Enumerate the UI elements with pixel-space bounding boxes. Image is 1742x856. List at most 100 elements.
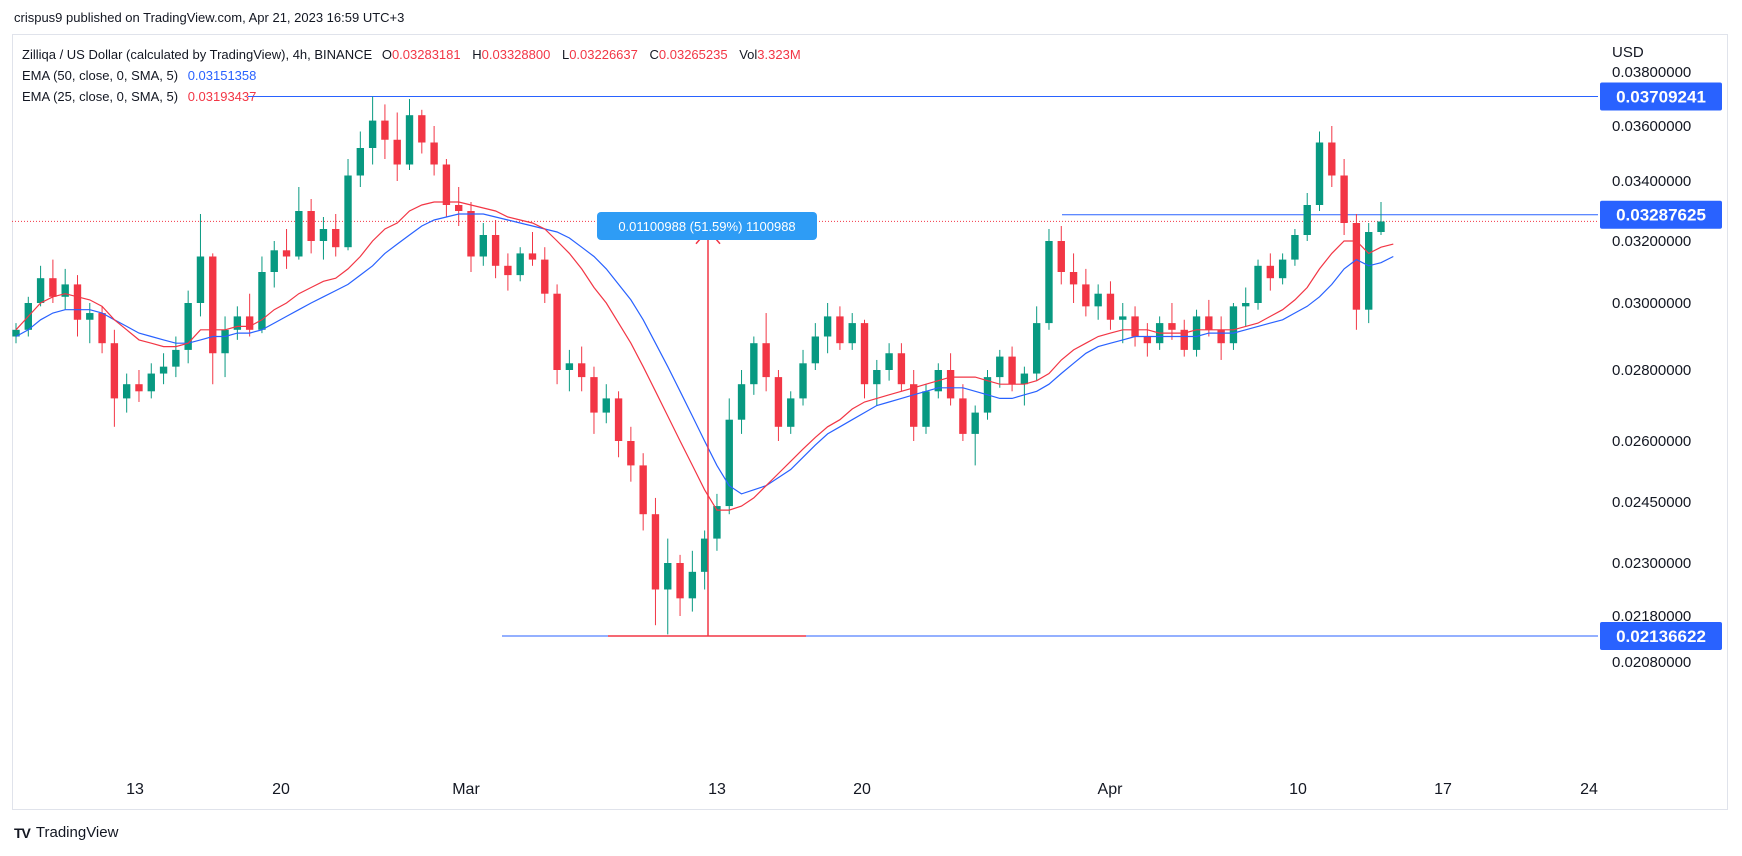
candle bbox=[307, 199, 315, 254]
candle bbox=[516, 247, 524, 282]
legend-ema50-row[interactable]: EMA (50, close, 0, SMA, 5) 0.03151358 bbox=[22, 65, 809, 86]
candle bbox=[996, 349, 1004, 388]
legend-symbol-row[interactable]: Zilliqa / US Dollar (calculated by Tradi… bbox=[22, 44, 809, 65]
candle bbox=[676, 554, 684, 616]
candle-body bbox=[455, 205, 463, 211]
candle-body bbox=[651, 514, 660, 590]
candle bbox=[1217, 316, 1225, 360]
candle bbox=[787, 391, 795, 434]
candle bbox=[713, 493, 721, 551]
candle bbox=[86, 303, 94, 344]
candle-body bbox=[996, 356, 1004, 378]
candle-body bbox=[1192, 316, 1201, 350]
candle-body bbox=[1045, 241, 1053, 324]
measure-layer: 0.01100988 (51.59%) 1100988 bbox=[597, 212, 817, 637]
candle-body bbox=[36, 278, 45, 303]
candle bbox=[467, 202, 475, 272]
candle-body bbox=[1119, 316, 1127, 320]
candle bbox=[1278, 253, 1287, 285]
candle bbox=[848, 313, 856, 350]
measure-label: 0.01100988 (51.59%) 1100988 bbox=[618, 219, 795, 234]
candle-body bbox=[922, 391, 930, 427]
candle-body bbox=[541, 259, 549, 294]
price-tick-label: 0.02450000 bbox=[1612, 494, 1691, 511]
candle bbox=[405, 99, 414, 170]
currency-label: USD bbox=[1612, 44, 1644, 61]
candle-body bbox=[356, 148, 365, 176]
candle-body bbox=[1008, 356, 1016, 385]
candle bbox=[885, 343, 893, 381]
candle-body bbox=[516, 253, 524, 276]
candle bbox=[688, 550, 697, 612]
candle bbox=[393, 112, 401, 181]
candle-body bbox=[172, 349, 180, 367]
candle bbox=[1131, 306, 1139, 347]
candle bbox=[774, 370, 783, 441]
candle bbox=[344, 159, 352, 251]
candle bbox=[639, 453, 647, 531]
candle bbox=[442, 159, 451, 217]
candle-body bbox=[1242, 303, 1250, 307]
candle bbox=[1057, 226, 1065, 285]
candle-body bbox=[282, 250, 291, 257]
time-tick-label: 17 bbox=[1434, 781, 1452, 798]
ema25-line bbox=[15, 201, 1394, 511]
candle-body bbox=[1094, 293, 1102, 307]
candle-body bbox=[196, 256, 205, 303]
legend-ema25-value: 0.03193437 bbox=[187, 89, 257, 104]
candle-body bbox=[467, 211, 475, 257]
candle-body bbox=[159, 366, 168, 374]
candle-body bbox=[135, 384, 143, 392]
candle bbox=[196, 214, 205, 317]
candle bbox=[1045, 229, 1053, 330]
candle-body bbox=[1032, 323, 1041, 374]
time-axis: 13 20 Mar 13 20 Apr 10 17 24 bbox=[126, 781, 1598, 798]
candle-body bbox=[1217, 329, 1225, 344]
candle bbox=[1180, 319, 1188, 357]
price-badge bbox=[1600, 621, 1722, 650]
candle-body bbox=[860, 323, 869, 385]
candle-body bbox=[750, 343, 758, 385]
candle bbox=[725, 398, 733, 515]
candle-body bbox=[368, 120, 377, 148]
time-tick-label: 24 bbox=[1580, 781, 1598, 798]
candle bbox=[504, 253, 512, 291]
candle-body bbox=[1266, 265, 1275, 279]
candle-body bbox=[836, 316, 844, 344]
candle-body bbox=[49, 278, 57, 297]
candle-body bbox=[1291, 235, 1299, 260]
candle bbox=[135, 370, 143, 402]
candle-body bbox=[688, 571, 697, 599]
candle bbox=[147, 363, 155, 399]
legend-volume-value: 3.323M bbox=[757, 47, 801, 62]
price-tick-label: 0.02080000 bbox=[1612, 654, 1691, 671]
candle-body bbox=[1303, 205, 1311, 235]
candle bbox=[1069, 253, 1078, 303]
time-tick-label: 13 bbox=[126, 781, 144, 798]
candle-body bbox=[873, 370, 881, 385]
time-tick-label: 13 bbox=[708, 781, 726, 798]
candle-body bbox=[430, 142, 438, 165]
candle-body bbox=[344, 175, 352, 248]
legend-ema25-label: EMA (25, close, 0, SMA, 5) bbox=[22, 89, 179, 104]
candle bbox=[762, 313, 770, 392]
candle bbox=[356, 131, 365, 187]
candle bbox=[381, 104, 389, 159]
candle-body bbox=[73, 284, 82, 320]
candle-body bbox=[676, 563, 684, 599]
legend-close-key: C bbox=[649, 47, 659, 62]
candle-body bbox=[700, 538, 709, 572]
candle-body bbox=[122, 384, 131, 399]
legend-high-value: 0.03328800 bbox=[481, 47, 551, 62]
candle-body bbox=[307, 211, 315, 241]
ema-layer bbox=[15, 201, 1394, 511]
candle-body bbox=[1057, 241, 1065, 272]
candle bbox=[946, 353, 955, 406]
legend-ema25-row[interactable]: EMA (25, close, 0, SMA, 5) 0.03193437 bbox=[22, 86, 809, 107]
tradingview-logo[interactable]: TV TradingView bbox=[14, 824, 118, 841]
candle-body bbox=[725, 419, 733, 507]
candle-body bbox=[1377, 221, 1385, 232]
candle bbox=[1229, 303, 1238, 350]
candle-body bbox=[491, 235, 500, 266]
